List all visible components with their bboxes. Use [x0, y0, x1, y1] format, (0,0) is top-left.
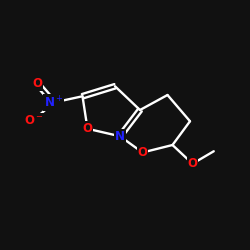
Text: O: O: [138, 146, 147, 159]
Text: O: O: [188, 157, 198, 170]
Text: O: O: [82, 122, 92, 135]
Text: N: N: [115, 130, 125, 143]
Text: O$^-$: O$^-$: [24, 114, 44, 126]
Text: N$^+$: N$^+$: [44, 95, 64, 110]
Text: O: O: [32, 77, 42, 90]
